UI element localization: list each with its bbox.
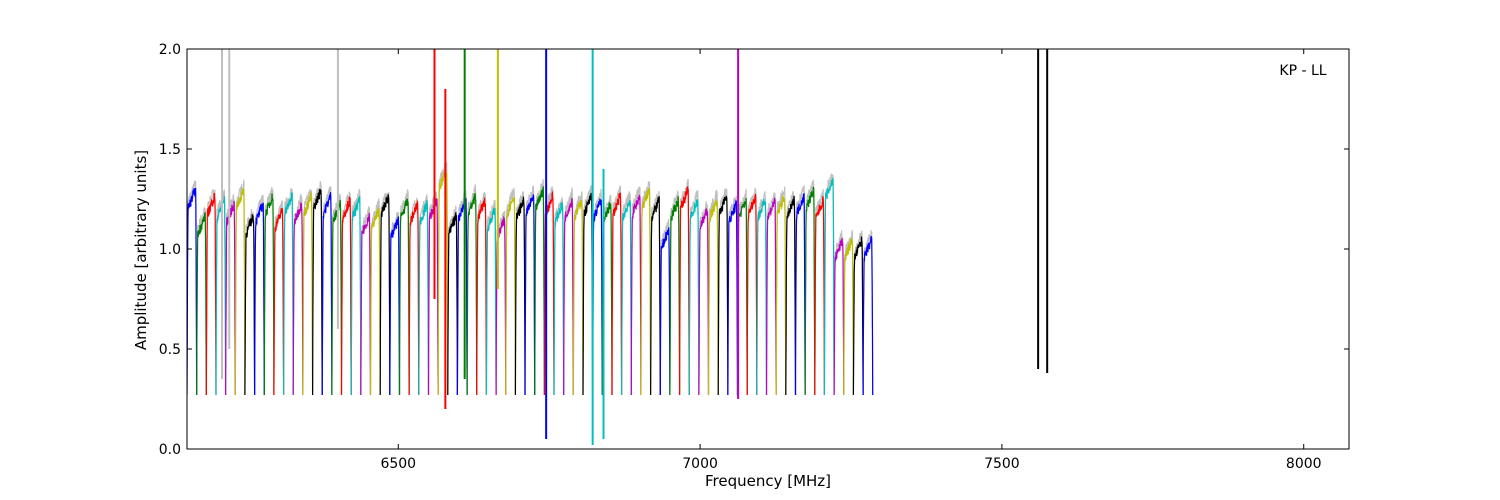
channel-line [340,196,352,396]
x-tick-label: 8000 [1286,456,1322,472]
channel-line [785,195,797,396]
channel-line [360,212,372,396]
channel-line [312,188,323,396]
plot-area [187,49,1049,445]
y-tick-label: 0.5 [159,342,181,358]
y-tick-label: 1.5 [159,142,181,158]
y-tick-label: 0.0 [159,442,181,458]
channel-line [514,196,526,396]
channel-line [621,200,632,396]
channel-line [630,194,642,396]
channel-line [572,199,584,396]
channel-line [611,192,623,396]
channel-line [727,200,739,396]
channel-line [794,193,806,396]
channel-line [505,196,516,396]
x-axis-label: Frequency [MHz] [705,472,831,490]
channel-line [225,200,236,396]
channel-line [283,192,294,396]
y-tick-label: 2.0 [159,42,181,58]
channel-line [234,188,246,396]
channel-line [775,195,787,396]
channel-line [746,193,758,396]
channel-line [215,195,227,396]
annotation-label: KP - LL [1279,63,1326,79]
channel-line [254,202,265,396]
channel-line [350,196,362,396]
channel-line [292,202,304,396]
axes: 6500 7000 7500 8000 0.0 0.5 1.0 1.5 2.0 [159,42,1350,472]
channel-line [707,199,719,396]
channel-line [669,196,681,396]
channel-line [331,199,343,396]
channel-line [833,238,845,396]
channel-line [196,212,207,396]
channel-line [524,194,536,396]
background-series-line [187,160,874,396]
channel-line [852,236,864,396]
x-tick-label: 7000 [682,456,718,472]
channel-line [582,192,594,396]
channel-line [659,227,671,396]
channel-line [398,198,410,396]
channel-line [476,197,487,396]
channel-line [485,207,497,396]
channel-line [244,214,256,396]
channel-line [321,192,333,396]
channel-line [563,198,574,396]
channel-line [717,195,729,396]
x-tick-label: 7500 [984,456,1020,472]
x-tick-label: 6500 [380,456,416,472]
channel-line [408,200,420,396]
channel-line [187,187,198,396]
channel-line [418,200,430,396]
channel-line [466,192,478,396]
channel-line [640,187,652,396]
channel-line [592,198,603,396]
y-tick-label: 1.0 [159,242,181,258]
channel-line [650,196,661,396]
channel-line [679,186,690,396]
channel-line [369,207,381,396]
channel-line [804,186,816,396]
channel-line [553,202,565,396]
y-axis-label: Amplitude [arbitrary units] [132,150,150,350]
channel-line [447,212,458,396]
channel-line [862,235,874,396]
channel-line [427,198,439,396]
channel-line [273,208,285,396]
channel-line [688,199,700,396]
channel-line [534,186,545,396]
channel-line [843,237,854,396]
channel-line [698,208,710,396]
channel-line [205,192,217,396]
channel-line [302,192,314,396]
channel-line [765,197,777,396]
channel-line [814,196,825,396]
channel-line [389,216,401,396]
channel-line [756,198,768,396]
channel-line [379,194,391,396]
channel-line [823,177,835,396]
channel-line [263,193,275,396]
